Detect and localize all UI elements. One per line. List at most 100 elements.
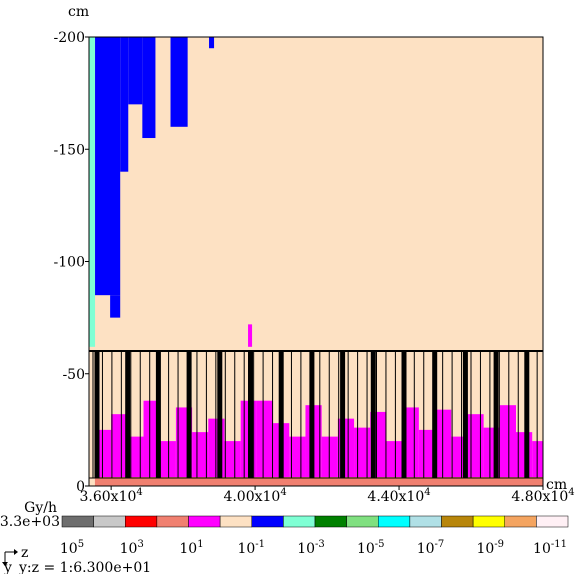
dose-cell (256, 400, 274, 478)
dose-cell (209, 37, 215, 49)
colorbar-mantissa: 10 (179, 541, 197, 557)
dose-cell (170, 37, 188, 127)
dose-cell (418, 429, 436, 478)
dose-cell (159, 441, 176, 478)
geometry-bar (309, 351, 315, 478)
y-tick-label: -150 (54, 142, 85, 158)
geometry-bar (493, 351, 499, 478)
colorbar-exponent: 5 (78, 539, 84, 550)
geometry-bar (401, 351, 407, 478)
colorbar-exponent: -7 (435, 539, 445, 550)
x-tick-mantissa: 4.00x10 (223, 489, 280, 505)
colorbar-exponent: -3 (315, 539, 325, 550)
colorbar-label: 10-1 (237, 539, 265, 557)
geometry-bar (524, 351, 530, 478)
dose-cell (321, 436, 338, 478)
colorbar-exponent: -9 (494, 539, 504, 550)
geometry-bar (370, 351, 376, 478)
colorbar-label: 103 (120, 539, 144, 557)
x-tick-label: 4.40x104 (367, 487, 430, 505)
y-tick-label: 0 (76, 479, 85, 495)
colorbar-swatch (378, 515, 411, 528)
ratio: y:z = 1:6.300e+01 (18, 560, 151, 574)
colorbar-exponent: 3 (137, 539, 143, 550)
colorbar-swatch (188, 515, 221, 528)
dose-cell (89, 37, 96, 347)
dose-cell (224, 441, 241, 478)
colorbar-label: 10-11 (533, 539, 567, 557)
colorbar-mantissa: 10 (120, 541, 138, 557)
dose-cell (142, 37, 156, 139)
x-tick-exponent: 4 (280, 487, 286, 498)
colorbar-swatch (251, 515, 284, 528)
geometry-bar (155, 351, 161, 478)
dose-cell (95, 37, 121, 296)
colorbar-swatch (125, 515, 158, 528)
x-unit: cm (546, 477, 567, 493)
colorbar-mantissa: 10 (237, 541, 255, 557)
orientation-icon (2, 549, 18, 566)
colorbar-unit: Gy/h (24, 500, 57, 516)
colorbar-mantissa: 10 (357, 541, 375, 557)
x-tick-label: 4.00x104 (223, 487, 286, 505)
dose-cell (111, 414, 128, 478)
geometry-bar (278, 351, 284, 478)
colorbar-swatch (314, 515, 347, 528)
colorbar-exponent: -11 (551, 539, 567, 550)
colorbar-label: 10-5 (357, 539, 385, 557)
axis-z: z (21, 545, 28, 561)
dose-cell (143, 400, 160, 478)
colorbar-mantissa: 10 (476, 541, 494, 557)
dose-cell (289, 436, 306, 478)
x-tick-exponent: 4 (424, 487, 430, 498)
colorbar-swatch (61, 515, 94, 528)
axis-y: y (3, 560, 12, 574)
y-tick-label: -200 (54, 30, 85, 46)
dose-cell (128, 37, 143, 105)
dose-cell (94, 477, 543, 486)
geometry-bar (432, 351, 438, 478)
geometry-bar (94, 351, 100, 478)
dose-cell (110, 295, 121, 318)
geometry-bar (462, 351, 468, 478)
dose-cell (248, 324, 253, 347)
geometry-bar (186, 351, 192, 478)
x-tick-label: 3.60x104 (80, 487, 143, 505)
geometry-bar (340, 351, 346, 478)
dose-cell (467, 414, 484, 478)
y-tick-label: -50 (62, 367, 85, 383)
colorbar-mantissa: 10 (297, 541, 315, 557)
geometry-bar (125, 351, 131, 478)
colorbar-swatch (156, 515, 189, 528)
x-tick-exponent: 4 (136, 487, 142, 498)
colorbar-swatch (283, 515, 316, 528)
colorbar-mantissa: 10 (60, 541, 78, 557)
geometry-lines (89, 350, 543, 479)
colorbar-label: 105 (60, 539, 84, 557)
dose-cell (386, 441, 403, 478)
colorbar-mantissa: 10 (417, 541, 435, 557)
colorbar-label: 101 (179, 539, 203, 557)
x-tick-label: 4.80x104 (511, 487, 574, 505)
colorbar-swatch (441, 515, 474, 528)
dose-cell (192, 432, 209, 478)
colorbar-exponent: -5 (375, 539, 385, 550)
dose-cell (127, 436, 144, 478)
y-tick-label: -100 (54, 255, 85, 271)
colorbar-mantissa: 10 (533, 541, 551, 557)
dose-cell (354, 427, 371, 478)
geometry-bar (248, 351, 253, 478)
colorbar-label: 10-9 (476, 539, 504, 557)
x-tick-mantissa: 4.40x10 (367, 489, 424, 505)
colorbar-exponent: 1 (197, 539, 203, 550)
colorbar-swatch (93, 515, 126, 528)
x-tick-mantissa: 4.80x10 (511, 489, 568, 505)
x-tick-mantissa: 3.60x10 (80, 489, 137, 505)
colorbar-label: 10-7 (417, 539, 445, 557)
colorbar-swatch (219, 515, 252, 528)
colorbar-swatch (536, 515, 569, 528)
colorbar-swatch (472, 515, 505, 528)
y-unit: cm (68, 4, 89, 20)
colorbar-swatch (346, 515, 379, 528)
